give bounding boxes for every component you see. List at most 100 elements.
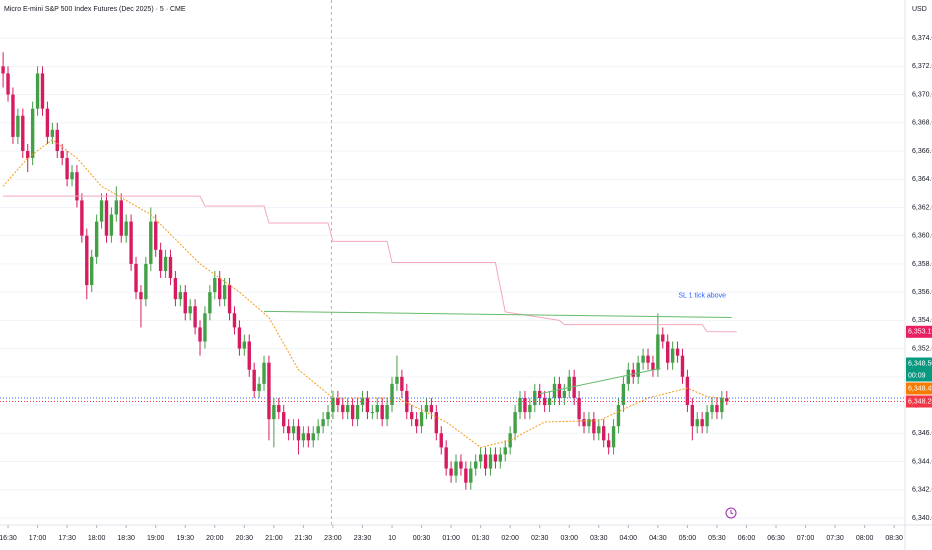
candle-body [710,405,714,413]
candle-body [346,405,350,413]
candle-body [542,397,547,406]
candle-body [528,405,532,413]
price-badge [906,395,932,408]
candle-body [661,334,665,342]
price-badge [906,382,932,395]
candle-body [218,278,222,300]
currency: USD [912,6,927,13]
candle-body [70,172,74,180]
price-badge-label: 6,353.19 [908,329,932,336]
candle-body [700,419,704,427]
x-tick-label: 06:00 [738,535,756,542]
candle-body [183,292,187,314]
candle-body [582,419,586,427]
y-tick-label: 6,344.00 [912,458,932,465]
x-tick-label: 21:00 [265,535,283,542]
candle-body [670,348,675,363]
chart-title: Micro E-mini S&P 500 Index Futures (Dec … [4,6,186,13]
y-tick-label: 6,340.00 [912,515,932,522]
candle-body [469,468,473,483]
x-tick-label: 05:00 [679,535,697,542]
y-tick-label: 6,362.00 [912,204,932,211]
y-tick-label: 6,372.00 [912,63,932,70]
x-tick-label: 18:00 [88,535,106,542]
candle-body [16,115,20,137]
x-tick-label: 01:30 [472,535,490,542]
x-tick-label: 00:30 [413,535,431,542]
y-tick-label: 6,346.00 [912,430,932,437]
countdown: 00:09 [908,372,926,379]
candle-body [705,412,709,427]
candle-body [523,397,527,413]
candle-body [355,405,360,420]
candle-body [60,151,64,159]
candle-body [301,433,306,441]
candle-body [134,263,138,293]
candle-body [237,327,242,349]
candle-body [277,405,281,413]
candle-body [616,405,621,427]
price-badge [906,357,932,382]
candle-body [144,263,148,300]
x-tick-label: 04:00 [620,535,638,542]
x-tick-label: 07:30 [826,535,844,542]
annotation: SL 1 tick above [678,292,726,299]
x-tick-label: 20:00 [206,535,224,542]
y-tick-label: 6,354.00 [912,317,932,324]
candle-body [602,426,606,441]
candle-body [316,426,320,434]
candle-body [621,383,626,406]
price-badge-label: 6,348.45 [908,385,932,392]
candle-body [1,66,5,74]
candle-body [149,221,153,264]
candle-body [291,426,296,434]
plot: SL 1 tick above [0,52,905,490]
x-tick-label: 18:30 [117,535,135,542]
candle-body [370,412,375,414]
x-tick-label: 08:00 [856,535,874,542]
candle-body [690,405,695,427]
candle-body [114,200,119,215]
price-badge [906,325,932,338]
candle-body [715,405,719,413]
clock-icon[interactable] [725,507,737,519]
y-tick-label: 6,366.00 [912,148,932,155]
x-tick-label: 16:30 [0,535,17,542]
candle-body [203,313,207,342]
candle-body [80,200,84,236]
candle-body [666,341,670,363]
candle-body [208,292,212,314]
candle-body [282,412,286,427]
y-tick-label: 6,358.00 [912,261,932,268]
candle-body [99,200,104,222]
candle-body [65,158,69,180]
candle-body [449,468,453,476]
candle-body [454,461,458,476]
candle-body [21,115,25,152]
y-tick-label: 6,352.00 [912,345,932,352]
candle-body [35,73,40,109]
candle-body [178,292,183,300]
candle-body [577,397,581,420]
candle-body [163,256,168,271]
candle-body [326,412,330,420]
candle-body [252,369,256,391]
candle-body [474,461,478,469]
candle-body [464,468,468,483]
candle-body [11,94,15,137]
candle-body [611,426,616,448]
candle-body [720,397,724,413]
candle-body [85,235,89,286]
candle-body [606,440,611,448]
candle-body [651,362,655,370]
candle-body [188,306,192,314]
candle-body [385,405,389,420]
candle-body [213,278,217,293]
candle-body [173,278,178,300]
candle-body [483,454,488,469]
price-badge-label: 6,348.25 [908,398,932,405]
x-tick-label: 23:00 [324,535,342,542]
candle-body [562,390,567,398]
candle-body [567,376,571,391]
